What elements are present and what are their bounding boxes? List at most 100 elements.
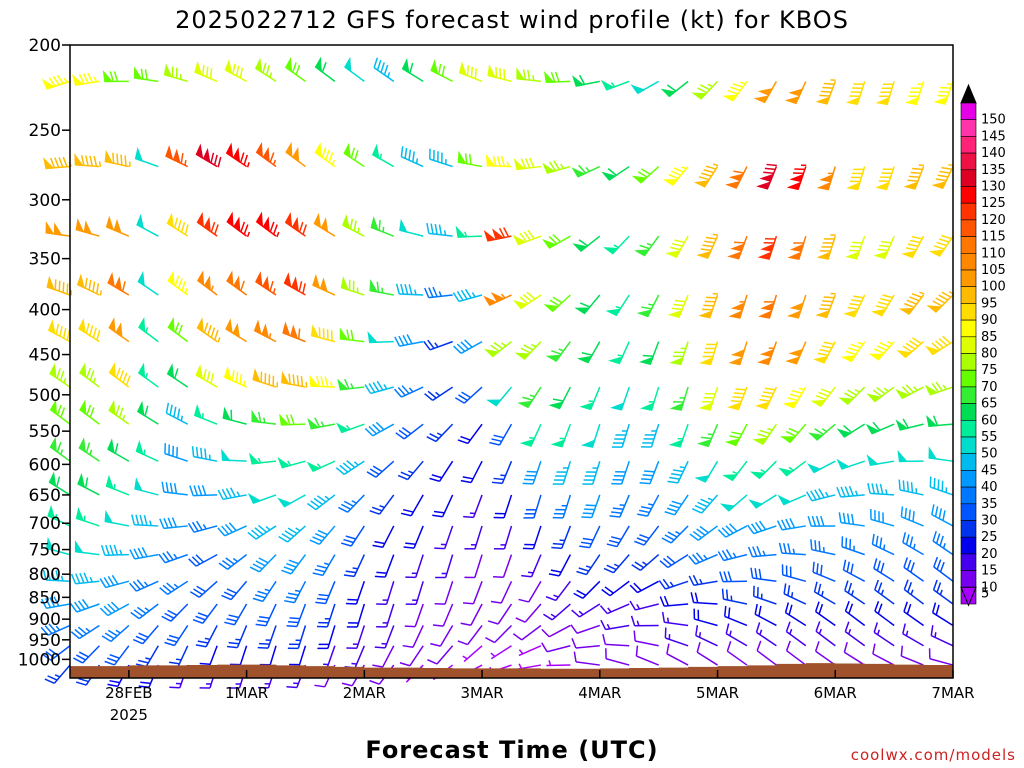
- wind-barb: [367, 331, 394, 344]
- wind-barb: [518, 580, 542, 603]
- colorbar-tick-label: 115: [981, 230, 1006, 245]
- wind-barb: [900, 506, 924, 527]
- wind-barb: [41, 74, 71, 90]
- wind-barb: [541, 642, 571, 653]
- wind-barb: [662, 166, 689, 187]
- wind-barb: [780, 423, 807, 444]
- wind-barb: [344, 645, 366, 669]
- wind-barb: [814, 601, 836, 627]
- wind-barb: [635, 645, 659, 666]
- wind-barb: [452, 288, 483, 303]
- wind-barb: [283, 272, 306, 296]
- wind-barb: [722, 460, 748, 482]
- wind-barb: [603, 554, 630, 574]
- wind-barb: [133, 66, 159, 83]
- wind-barb: [638, 341, 660, 365]
- wind-barb: [189, 580, 218, 598]
- plot-frame: [69, 44, 954, 679]
- wind-barb: [491, 460, 513, 485]
- wind-barb: [393, 385, 424, 398]
- wind-barb: [866, 454, 895, 466]
- wind-barb: [400, 494, 424, 517]
- wind-barb: [101, 624, 130, 643]
- wind-barb: [688, 574, 718, 587]
- wind-barb: [284, 57, 306, 82]
- wind-barb: [226, 625, 248, 649]
- wind-barb: [688, 552, 718, 565]
- wind-barb: [781, 564, 807, 583]
- wind-barb: [728, 294, 748, 319]
- wind-barb: [161, 603, 189, 622]
- colorbar-swatch: [960, 536, 977, 555]
- wind-barb: [724, 423, 748, 447]
- wind-barb: [167, 645, 189, 669]
- colorbar-tick-label: 45: [981, 463, 998, 478]
- wind-barb: [312, 273, 336, 296]
- wind-barb: [138, 316, 159, 343]
- wind-barb: [664, 627, 689, 647]
- wind-barb: [338, 494, 365, 513]
- wind-barb: [287, 645, 307, 670]
- wind-barb: [903, 557, 925, 582]
- colorbar-swatch: [960, 152, 977, 171]
- wind-barb: [490, 645, 512, 660]
- wind-barb: [77, 472, 100, 496]
- wind-barb: [315, 580, 336, 605]
- wind-barb: [868, 341, 895, 361]
- wind-barb: [865, 421, 895, 435]
- wind-barb: [698, 292, 719, 319]
- wind-barb: [394, 334, 424, 347]
- wind-barb: [70, 572, 100, 585]
- wind-barb: [42, 569, 71, 583]
- wind-barb: [754, 603, 777, 627]
- wind-barb: [167, 270, 189, 296]
- wind-barb: [486, 386, 513, 407]
- wind-barb: [40, 596, 71, 610]
- wind-barb: [195, 364, 218, 388]
- wind-barb: [159, 517, 188, 530]
- wind-barb: [629, 580, 660, 594]
- wind-barb: [255, 603, 277, 627]
- wind-barb: [159, 580, 189, 596]
- colorbar-swatch: [960, 336, 977, 354]
- wind-barb: [609, 494, 630, 518]
- colorbar-tick-label: 65: [981, 397, 998, 412]
- wind-barb: [896, 337, 925, 359]
- wind-barb: [484, 341, 512, 358]
- wind-barb: [756, 341, 778, 366]
- wind-barb: [135, 440, 159, 462]
- wind-barb: [134, 477, 159, 496]
- x-axis-ticks: 28FEB 2025 1MAR 2MAR 3MAR 4MAR 5MAR 6MAR 7MAR: [105, 670, 975, 724]
- wind-barb: [875, 81, 895, 106]
- wind-barb: [611, 423, 630, 448]
- wind-barb: [217, 522, 247, 537]
- wind-barb: [691, 80, 719, 100]
- wind-barb: [661, 525, 689, 544]
- wind-barb: [130, 603, 159, 620]
- wind-barb: [580, 423, 601, 448]
- wind-barb: [633, 630, 659, 647]
- wind-barb: [816, 234, 836, 260]
- wind-barb: [840, 341, 866, 363]
- wind-barb: [521, 554, 542, 578]
- wind-barb: [515, 603, 542, 623]
- wind-barb: [427, 645, 454, 665]
- wind-barb: [194, 60, 218, 83]
- colorbar-tick-label: 95: [981, 296, 998, 311]
- wind-barb: [483, 292, 512, 306]
- wind-barb: [197, 270, 218, 296]
- wind-barb: [582, 460, 601, 485]
- wind-barb: [756, 163, 778, 190]
- wind-barb: [725, 623, 748, 647]
- wind-barb: [164, 625, 189, 647]
- wind-barb: [189, 485, 218, 497]
- colorbar-swatch: [960, 202, 977, 221]
- colorbar-tick-label: 85: [981, 330, 998, 345]
- x-tick-label: 7MAR: [931, 684, 974, 702]
- wind-barb: [314, 142, 336, 168]
- wind-barb: [129, 547, 159, 560]
- wind-barb: [518, 645, 542, 657]
- wind-barb: [457, 625, 483, 646]
- wind-barb: [579, 525, 601, 549]
- wind-barb: [395, 283, 424, 296]
